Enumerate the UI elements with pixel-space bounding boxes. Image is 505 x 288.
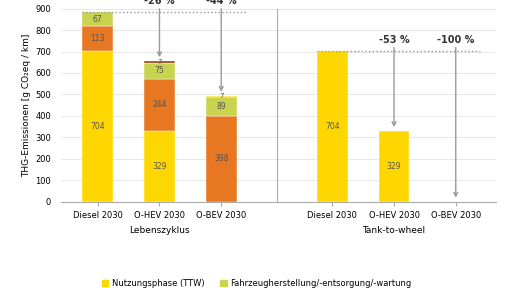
Text: 67: 67 xyxy=(93,15,103,24)
Y-axis label: THG-Emissionen [g CO₂eq / km]: THG-Emissionen [g CO₂eq / km] xyxy=(22,33,31,177)
Text: 75: 75 xyxy=(155,66,164,75)
Text: 704: 704 xyxy=(90,122,105,131)
Text: 7: 7 xyxy=(219,93,223,99)
Bar xyxy=(144,61,175,63)
Bar xyxy=(82,51,113,202)
Bar xyxy=(82,12,113,26)
Bar xyxy=(206,116,236,202)
Text: Lebenszyklus: Lebenszyklus xyxy=(129,226,189,235)
Text: 244: 244 xyxy=(152,101,167,109)
Bar xyxy=(316,51,347,202)
Text: -53 %: -53 % xyxy=(378,35,409,126)
Bar xyxy=(206,96,236,97)
Bar xyxy=(144,131,175,202)
Text: 398: 398 xyxy=(214,154,228,163)
Text: 704: 704 xyxy=(324,122,339,131)
Text: -44 %: -44 % xyxy=(206,0,236,90)
Text: Tank-to-wheel: Tank-to-wheel xyxy=(362,226,425,235)
Bar xyxy=(144,63,175,79)
Bar xyxy=(82,26,113,51)
Text: 89: 89 xyxy=(216,102,226,111)
Text: 7: 7 xyxy=(157,59,162,65)
Text: 113: 113 xyxy=(90,34,105,43)
Text: -26 %: -26 % xyxy=(144,0,174,56)
Text: 329: 329 xyxy=(386,162,400,171)
Text: -100 %: -100 % xyxy=(436,35,474,196)
Bar xyxy=(144,79,175,131)
Bar xyxy=(378,131,409,202)
Bar xyxy=(206,97,236,116)
Legend: Nutzungsphase (TTW), Kraftstoffe/ Strom (WTT), Fahrzeugherstellung/-entsorgung/-: Nutzungsphase (TTW), Kraftstoffe/ Strom … xyxy=(102,279,411,288)
Text: 329: 329 xyxy=(152,162,167,171)
